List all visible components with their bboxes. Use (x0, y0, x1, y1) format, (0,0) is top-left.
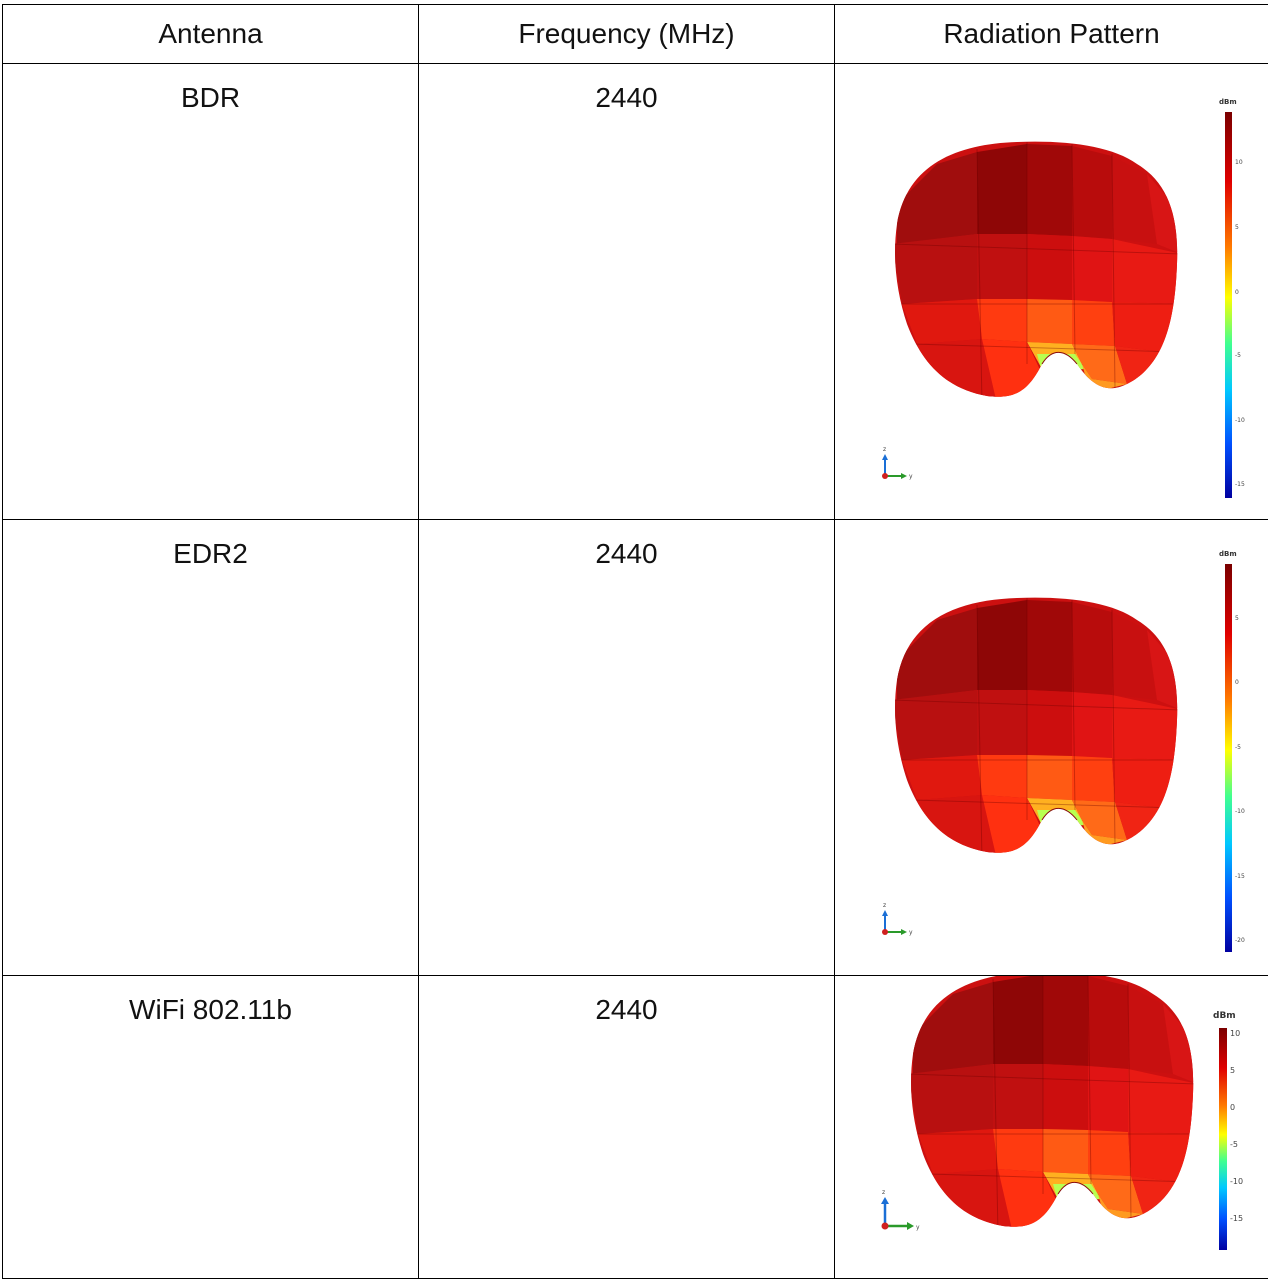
radiation-table: Antenna Frequency (MHz) Radiation Patter… (2, 4, 1268, 1279)
colorbar-tick: -10 (1230, 1177, 1243, 1186)
antenna-name: BDR (3, 64, 418, 114)
header-frequency: Frequency (MHz) (419, 5, 835, 64)
header-radiation-pattern: Radiation Pattern (835, 5, 1268, 64)
colorbar: dBm 5 0 -5 -10 -15 -20 (1219, 550, 1245, 952)
colorbar-tick: -5 (1235, 744, 1241, 751)
colorbar-tick: -10 (1235, 417, 1245, 424)
frequency-value: 2440 (419, 976, 834, 1026)
frequency-value: 2440 (419, 520, 834, 570)
colorbar-unit: dBm (1219, 550, 1237, 558)
colorbar-tick: 0 (1235, 679, 1239, 686)
colorbar-tick: -15 (1235, 873, 1245, 880)
radiation-pattern-plot: dBm 10 5 0 -5 -10 -15 z y (837, 64, 1267, 516)
colorbar-gradient (1219, 1028, 1227, 1250)
antenna-name: EDR2 (3, 520, 418, 570)
colorbar-tick: -15 (1235, 481, 1245, 488)
colorbar-tick: 5 (1235, 224, 1239, 231)
axis-label-z: z (882, 1189, 885, 1196)
frequency-cell: 2440 (419, 520, 835, 976)
radiation-pattern-plot: dBm 10 5 0 -5 -10 -15 z y (837, 976, 1267, 1274)
pattern-cell: dBm 5 0 -5 -10 -15 -20 z y (835, 520, 1268, 976)
colorbar-tick: -5 (1235, 352, 1241, 359)
pattern-cell: dBm 10 5 0 -5 -10 -15 z y (835, 64, 1268, 520)
colorbar-tick: 10 (1230, 1029, 1240, 1038)
frequency-cell: 2440 (419, 976, 835, 1279)
frequency-cell: 2440 (419, 64, 835, 520)
header-antenna: Antenna (3, 5, 419, 64)
colorbar-tick: -15 (1230, 1214, 1243, 1223)
axis-label-z: z (883, 446, 886, 453)
axis-triad: z y (881, 1189, 920, 1231)
colorbar-tick: -20 (1235, 937, 1245, 944)
table-row: BDR 2440 dBm 10 5 0 -5 -10 -15 (3, 64, 1268, 520)
axis-triad: z y (882, 902, 913, 936)
radiation-pattern-plot: dBm 5 0 -5 -10 -15 -20 z y (837, 520, 1267, 972)
axis-label-z: z (883, 902, 886, 909)
colorbar-tick: 0 (1235, 289, 1239, 296)
colorbar: dBm 10 5 0 -5 -10 -15 (1219, 98, 1245, 498)
colorbar-tick: -10 (1235, 808, 1245, 815)
axis-label-y: y (909, 473, 913, 480)
colorbar-tick: 5 (1235, 615, 1239, 622)
colorbar: dBm 10 5 0 -5 -10 -15 (1213, 1011, 1243, 1250)
colorbar-tick: -5 (1230, 1140, 1238, 1149)
antenna-cell: BDR (3, 64, 419, 520)
colorbar-unit: dBm (1213, 1011, 1236, 1021)
colorbar-tick: 10 (1235, 159, 1243, 166)
colorbar-unit: dBm (1219, 98, 1237, 106)
antenna-cell: WiFi 802.11b (3, 976, 419, 1279)
table-row: EDR2 2440 dBm 5 0 -5 -10 -15 -20 (3, 520, 1268, 976)
pattern-cell: dBm 10 5 0 -5 -10 -15 z y (835, 976, 1268, 1279)
colorbar-gradient (1225, 564, 1232, 952)
axis-label-y: y (916, 1224, 920, 1231)
antenna-cell: EDR2 (3, 520, 419, 976)
table-header-row: Antenna Frequency (MHz) Radiation Patter… (3, 5, 1268, 64)
axis-triad: z y (882, 446, 913, 480)
antenna-name: WiFi 802.11b (3, 976, 418, 1026)
colorbar-tick: 0 (1230, 1103, 1235, 1112)
axis-label-y: y (909, 929, 913, 936)
colorbar-gradient (1225, 112, 1232, 498)
colorbar-tick: 5 (1230, 1066, 1235, 1075)
frequency-value: 2440 (419, 64, 834, 114)
table-row: WiFi 802.11b 2440 dBm 10 5 0 -5 -10 -15 (3, 976, 1268, 1279)
